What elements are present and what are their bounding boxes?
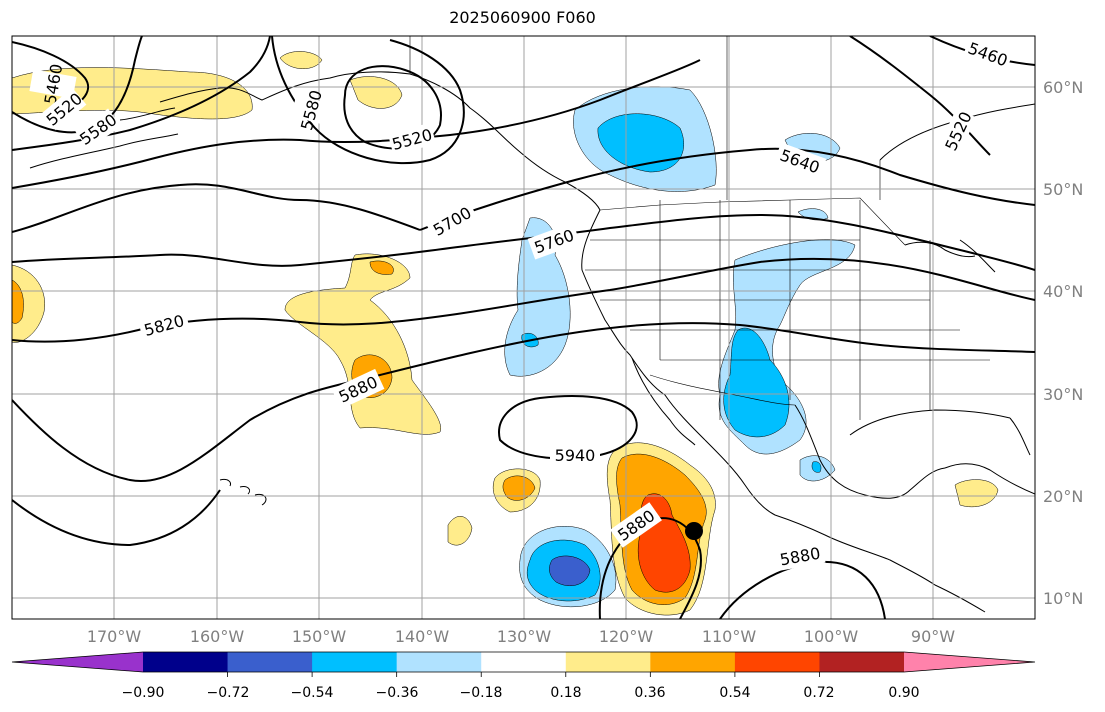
- lon-label: 100°W: [804, 627, 859, 646]
- lat-label: 50°N: [1043, 180, 1083, 199]
- colorbar-segment: [650, 652, 736, 672]
- colorbar-extend-high: [904, 652, 1035, 672]
- lon-label: 170°W: [87, 627, 142, 646]
- colorbar-tick-label: −0.18: [460, 685, 503, 701]
- lat-label: 10°N: [1043, 589, 1083, 608]
- colorbar-segment: [312, 652, 398, 672]
- colorbar-tick-label: 0.36: [634, 685, 665, 701]
- contour-label: 5940: [555, 446, 596, 465]
- colorbar-segment: [227, 652, 313, 672]
- colorbar-outline: [11, 651, 1036, 673]
- lon-label: 150°W: [292, 627, 347, 646]
- colorbar-tick-label: 0.18: [550, 685, 581, 701]
- colorbar-segment: [481, 652, 567, 672]
- lat-label: 60°N: [1043, 78, 1083, 97]
- colorbar-tick-label: 0.72: [803, 685, 834, 701]
- lat-label: 40°N: [1043, 282, 1083, 301]
- lat-label: 30°N: [1043, 385, 1083, 404]
- contour-labels: 5460 5520 5580 5520 5580 5460 5520 5640 …: [29, 36, 1014, 572]
- colorbar-tick-label: 0.54: [719, 685, 750, 701]
- lon-label: 160°W: [190, 627, 245, 646]
- colorbar-segment: [143, 652, 229, 672]
- colorbar-tick-label: −0.36: [376, 685, 419, 701]
- map-frame: [11, 35, 1036, 620]
- lon-label: 120°W: [599, 627, 654, 646]
- colorbar-segment: [734, 652, 820, 672]
- longitude-labels: 170°W 160°W 150°W 140°W 130°W 120°W 110°…: [87, 627, 955, 646]
- lon-label: 110°W: [702, 627, 757, 646]
- storm-center-marker: [685, 522, 703, 540]
- colorbar-tick-label: 0.90: [888, 685, 919, 701]
- colorbar-tick-label: −0.72: [207, 685, 250, 701]
- colorbar-tick-label: −0.54: [291, 685, 334, 701]
- colorbar-segment: [819, 652, 905, 672]
- lon-label: 90°W: [911, 627, 955, 646]
- colorbar-ticks: −0.90 −0.72 −0.54 −0.36 −0.18 0.18 0.36 …: [122, 685, 920, 701]
- colorbar: [11, 651, 1036, 677]
- lon-label: 140°W: [395, 627, 450, 646]
- gridlines: [12, 36, 1035, 619]
- latitude-labels: 60°N 50°N 40°N 30°N 20°N 10°N: [1043, 78, 1083, 608]
- colorbar-segment: [396, 652, 482, 672]
- colorbar-segment: [565, 652, 651, 672]
- map-title: 2025060900 F060: [449, 8, 596, 27]
- colorbar-tick-label: −0.90: [122, 685, 165, 701]
- lon-label: 130°W: [497, 627, 552, 646]
- lat-label: 20°N: [1043, 487, 1083, 506]
- colorbar-extend-low: [12, 652, 143, 672]
